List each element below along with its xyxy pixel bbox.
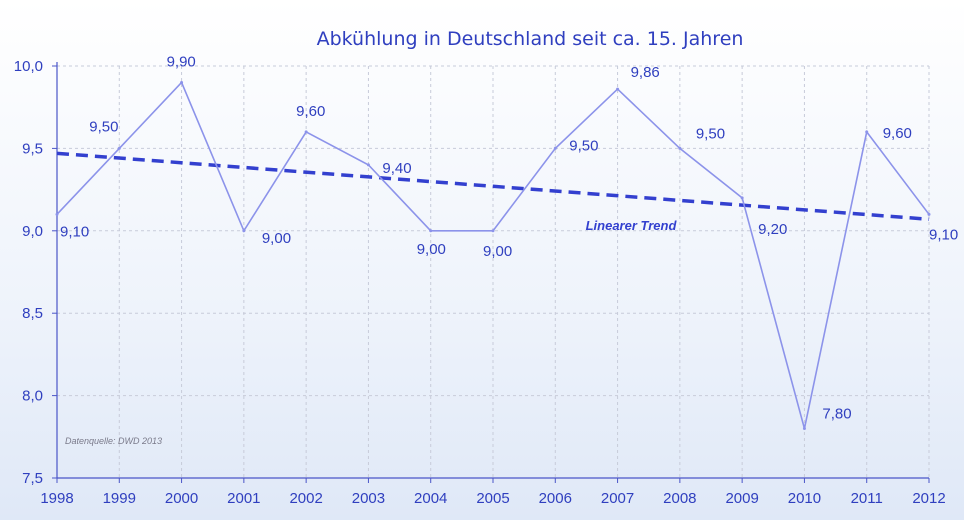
x-tick-label: 1999 <box>103 490 136 507</box>
data-point <box>865 130 869 134</box>
data-point <box>304 130 308 134</box>
x-tick-label: 2010 <box>788 490 821 507</box>
data-label: 9,10 <box>929 226 958 243</box>
data-point <box>678 146 682 150</box>
data-label: 9,50 <box>569 137 598 154</box>
data-label: 9,86 <box>631 64 660 81</box>
y-tick-label: 8,5 <box>22 305 43 322</box>
data-point <box>366 163 370 167</box>
x-tick-label: 2011 <box>851 490 883 507</box>
data-point <box>429 229 433 233</box>
trend-layer <box>56 151 930 222</box>
series-layer <box>55 80 931 431</box>
y-tick-label: 8,0 <box>22 388 43 405</box>
y-tick-label: 10,0 <box>14 58 43 75</box>
data-point <box>55 212 59 216</box>
trend-line <box>56 151 930 222</box>
y-tick-label: 9,5 <box>22 140 43 157</box>
data-point <box>180 80 184 84</box>
data-label: 9,00 <box>483 243 512 260</box>
data-point <box>802 427 806 431</box>
data-label: 9,00 <box>417 241 446 258</box>
data-label: 9,60 <box>883 125 912 142</box>
x-tick-label: 2001 <box>227 490 260 507</box>
data-label: 9,60 <box>296 103 325 120</box>
data-label: 9,10 <box>60 223 89 240</box>
data-labels: 9,10 9,50 9,90 9,00 9,60 9,40 9,00 9,00 9,50 9,86… <box>60 53 958 422</box>
chart-title: Abkühlung in Deutschland seit ca. 15. Ja… <box>317 28 744 50</box>
x-tick-label: 2008 <box>663 490 696 507</box>
trend-label: Linearer Trend <box>586 218 678 233</box>
data-point <box>491 229 495 233</box>
x-tick-label: 1998 <box>40 490 73 507</box>
grid <box>56 65 930 478</box>
data-label: 9,40 <box>382 160 411 177</box>
data-point <box>242 229 246 233</box>
data-label: 9,20 <box>758 221 787 238</box>
axes: 10,0 9,5 9,0 8,5 8,0 7,5 1998 1999 2000 2001 2002 2… <box>14 58 946 507</box>
x-tick-label: 2003 <box>352 490 385 507</box>
data-label: 9,00 <box>262 230 291 247</box>
y-tick-label: 7,5 <box>22 470 43 487</box>
data-label: 9,50 <box>696 125 725 142</box>
source-note: Datenquelle: DWD 2013 <box>65 436 162 446</box>
data-point <box>553 146 557 150</box>
x-tick-label: 2005 <box>476 490 509 507</box>
x-tick-label: 2002 <box>289 490 322 507</box>
x-tick-label: 2009 <box>725 490 758 507</box>
data-point <box>616 87 620 91</box>
y-tick-label: 9,0 <box>22 223 43 240</box>
x-tick-label: 2006 <box>539 490 572 507</box>
x-tick-label: 2000 <box>165 490 198 507</box>
data-label: 9,90 <box>167 53 196 70</box>
data-point <box>927 212 931 216</box>
data-point <box>740 196 744 200</box>
data-label: 7,80 <box>822 406 851 423</box>
x-tick-label: 2012 <box>912 490 945 507</box>
data-label: 9,50 <box>89 118 118 135</box>
data-point <box>117 146 121 150</box>
x-tick-label: 2004 <box>414 490 447 507</box>
x-tick-label: 2007 <box>601 490 634 507</box>
